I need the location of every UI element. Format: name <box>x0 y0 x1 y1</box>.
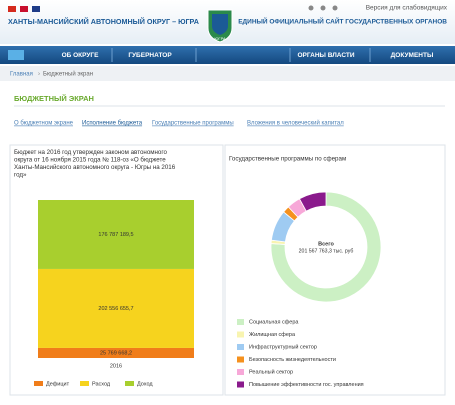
nav-item[interactable]: ОБ ОКРУГЕ <box>62 52 100 59</box>
donut-center-value: 201 567 763,3 тыс. руб <box>299 248 354 254</box>
right-panel <box>224 144 446 396</box>
emblem-label: ЮГРА <box>214 36 226 41</box>
bar-value-label: 202 556 655,7 <box>98 306 133 312</box>
flag-de[interactable] <box>20 6 28 12</box>
donut-center-title: Всего <box>318 241 334 247</box>
legend-label: Безопасность жизнедеятельности <box>249 357 336 363</box>
x-tick-label: 2016 <box>110 363 122 369</box>
legend-swatch <box>80 381 89 386</box>
legend-label: Реальный сектор <box>249 368 293 375</box>
tab[interactable]: О бюджетном экране <box>14 121 74 127</box>
legend-swatch <box>237 381 244 388</box>
region-title: ХАНТЫ-МАНСИЙСКИЙ АВТОНОМНЫЙ ОКРУГ – ЮГРА <box>8 17 199 26</box>
chart-title: Государственные программы по сферам <box>229 156 346 163</box>
legend-label: Инфраструктурный сектор <box>249 343 317 350</box>
bar-value-label: 25 769 668,2 <box>100 350 132 356</box>
nav-item[interactable]: ДОКУМЕНТЫ <box>391 52 434 59</box>
donut-slice <box>270 191 382 303</box>
donut-slice <box>298 191 327 212</box>
breadcrumb-current: Бюджетный экран <box>43 71 93 78</box>
flag-ru[interactable] <box>8 6 16 12</box>
legend-label: Повышение эффективности гос. управления <box>249 382 364 388</box>
accessibility-link[interactable]: Версия для слабовидящих <box>366 4 448 12</box>
legend-label: Жилищная сфера <box>249 332 296 338</box>
bar-value-label: 176 787 189,5 <box>98 232 133 238</box>
legend-label: Расход <box>92 381 111 387</box>
breadcrumb-home[interactable]: Главная <box>10 72 33 78</box>
legend-swatch <box>237 331 244 338</box>
legend-label: Дефицит <box>46 381 70 387</box>
chart-title: Бюджет на 2016 год утвержден законом авт… <box>14 149 176 179</box>
flag-en[interactable] <box>32 6 40 12</box>
legend-swatch <box>237 356 244 363</box>
legend-swatch <box>125 381 134 386</box>
bar-segment <box>38 268 194 348</box>
breadcrumb-sep: › <box>38 72 40 78</box>
icon-home[interactable] <box>308 5 314 11</box>
breadcrumb-bar <box>0 66 455 81</box>
nav-item[interactable]: ОРГАНЫ ВЛАСТИ <box>297 52 354 59</box>
emblem: ЮГРА <box>207 9 233 43</box>
legend-swatch <box>237 319 244 325</box>
portal-title: ЕДИНЫЙ ОФИЦИАЛЬНЫЙ САЙТ ГОСУДАРСТВЕННЫХ … <box>238 17 447 26</box>
nav-item[interactable]: ГУБЕРНАТОР <box>128 52 172 59</box>
legend-swatch <box>237 344 244 350</box>
nav-flag <box>8 50 24 60</box>
bar-segment <box>38 200 194 269</box>
legend-label: Доход <box>137 381 153 387</box>
page-heading: БЮДЖЕТНЫЙ ЭКРАН <box>14 94 94 103</box>
nav-bar <box>0 46 455 64</box>
icon-mail[interactable] <box>332 5 338 11</box>
tab[interactable]: Вложения в человеческий капитал <box>247 120 344 127</box>
tab[interactable]: Исполнение бюджета <box>82 121 143 127</box>
legend-label: Социальная сфера <box>249 319 299 325</box>
icon-map[interactable] <box>320 5 326 11</box>
tab[interactable]: Государственные программы <box>152 121 234 127</box>
legend-swatch <box>34 381 43 386</box>
bar-segment <box>38 347 194 358</box>
legend-swatch <box>237 369 244 375</box>
